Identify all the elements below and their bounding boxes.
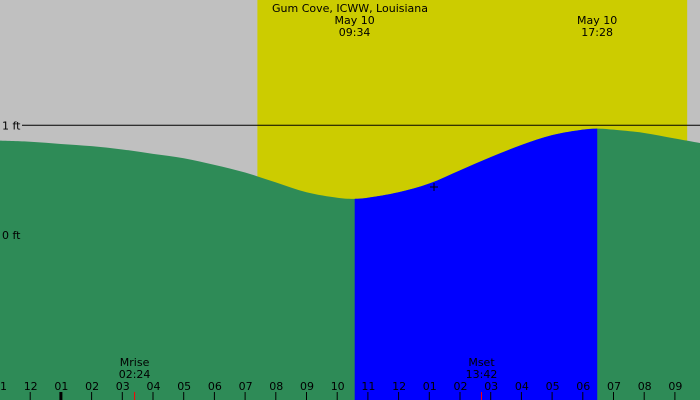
x-tick-label: 02 [85, 380, 99, 393]
high-tide-time: 17:28 [581, 26, 613, 39]
x-tick-label: 09 [668, 380, 682, 393]
low-tide-time: 09:34 [339, 26, 371, 39]
x-tick-label: 12 [392, 380, 406, 393]
x-tick-label: 01 [54, 380, 68, 393]
moonrise-time: 02:24 [119, 368, 151, 381]
rising-tide-area [354, 128, 598, 400]
x-tick-label: 12 [24, 380, 38, 393]
chart-title: Gum Cove, ICWW, Louisiana [272, 2, 428, 15]
x-tick-label: 05 [546, 380, 560, 393]
y-tick-label-0ft: 0 ft [2, 229, 21, 242]
x-tick-label: 11 [0, 380, 7, 393]
high-tide-date: May 10 [577, 14, 617, 27]
x-tick-label: 07 [607, 380, 621, 393]
x-tick-label: 06 [576, 380, 590, 393]
x-tick-label: 02 [454, 380, 468, 393]
low-tide-date: May 10 [334, 14, 374, 27]
x-tick-label: 04 [515, 380, 529, 393]
x-tick-label: 03 [116, 380, 130, 393]
moon-ticks [134, 392, 482, 400]
x-tick-label: 05 [177, 380, 191, 393]
x-tick-label: 06 [208, 380, 222, 393]
x-tick-label: 11 [361, 380, 375, 393]
cursor-crosshair [430, 183, 438, 191]
x-tick-label: 09 [300, 380, 314, 393]
x-tick-label: 07 [239, 380, 253, 393]
x-tick-label: 03 [484, 380, 498, 393]
x-tick-label: 04 [147, 380, 161, 393]
x-tick-label: 08 [638, 380, 652, 393]
x-tick-label: 01 [423, 380, 437, 393]
x-tick-label: 10 [331, 380, 345, 393]
moonset-time: 13:42 [466, 368, 498, 381]
x-axis: 11 12 01 02 03 04 05 06 07 08 09 10 11 12 01 02 03 04 05 06… [0, 380, 682, 400]
moonrise-label: Mrise [120, 356, 150, 369]
x-tick-label: 08 [269, 380, 283, 393]
y-tick-label-1ft: 1 ft [2, 119, 21, 132]
moonset-label: Mset [468, 356, 495, 369]
